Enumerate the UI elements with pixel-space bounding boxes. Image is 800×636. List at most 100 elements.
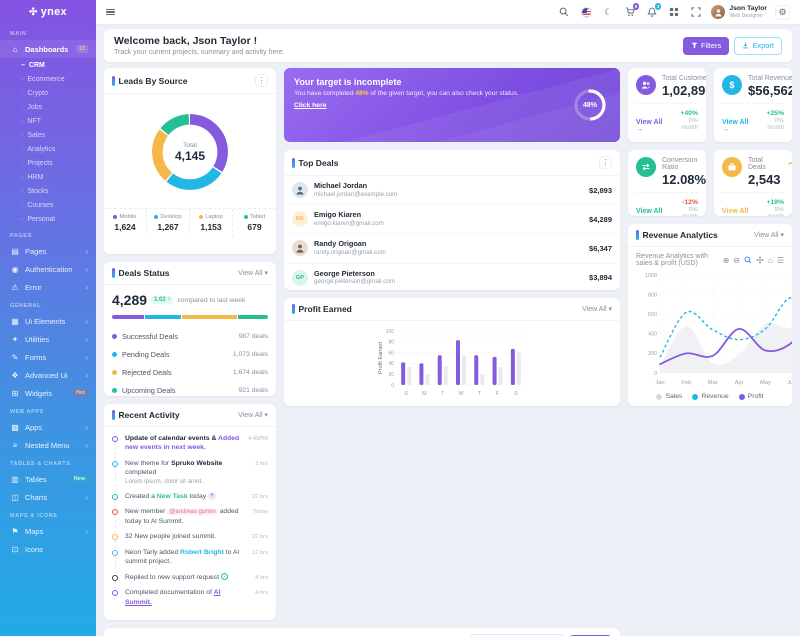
- sidebar-item-utilities[interactable]: ✦ Utilities ›: [0, 330, 96, 348]
- chart-legend: Sales Revenue Profit: [636, 391, 784, 405]
- recent-activity-view-all[interactable]: View All ▾: [238, 412, 268, 419]
- sidebar-item-advanced-ui[interactable]: ❖ Advanced Ui ›: [0, 366, 96, 384]
- stat-view-all-link[interactable]: View All →: [636, 207, 663, 216]
- sidebar-item-widgets[interactable]: ⊞ Widgets Hot: [0, 384, 96, 402]
- revenue-analytics-card: Revenue Analytics View All ▾ Revenue Ana…: [628, 224, 792, 406]
- zoom-select-icon[interactable]: [744, 256, 752, 264]
- avatar: [292, 240, 308, 257]
- deals-status-view-all[interactable]: View All ▾: [238, 270, 268, 277]
- user-name: Json Taylor: [729, 5, 767, 13]
- profit-view-all[interactable]: View All ▾: [582, 306, 612, 313]
- activity-item: 32 New people joined summit. 22 hrs: [112, 532, 268, 549]
- sidebar-item-icons[interactable]: ⊡ Icons: [0, 540, 96, 558]
- zoom-out-icon[interactable]: ⊖: [733, 255, 740, 265]
- deal-name: Emigo Kiaren: [314, 210, 362, 220]
- avatar: [292, 182, 308, 199]
- deal-email: emigo.kiaren@gmail.com: [314, 219, 384, 227]
- dark-mode-moon-icon[interactable]: ☾: [604, 6, 613, 17]
- sidebar-item-charts[interactable]: ◫ Charts ›: [0, 488, 96, 506]
- profit-earned-bar-chart: 0 20 40 60 80 100 Profit Earned S M T W T F S: [378, 329, 525, 397]
- fullscreen-icon[interactable]: [689, 5, 703, 19]
- chart-menu-icon[interactable]: ☰: [776, 255, 784, 265]
- search-icon[interactable]: [557, 5, 571, 19]
- svg-text:200: 200: [648, 351, 657, 357]
- notification-badge: 3: [654, 3, 662, 10]
- sidebar-item-ui-elements[interactable]: ▦ Ui Elements ›: [0, 312, 96, 330]
- pan-icon[interactable]: [756, 256, 764, 264]
- apps-grid-icon[interactable]: [667, 5, 681, 19]
- filters-button[interactable]: Filters: [682, 36, 730, 55]
- leads-donut-chart: Total 4,145: [142, 104, 238, 200]
- hamburger-menu-icon[interactable]: [106, 8, 115, 16]
- sidebar-item-maps[interactable]: ⚑ Maps ›: [0, 522, 96, 540]
- settings-gear-icon[interactable]: ⚙: [775, 4, 790, 20]
- stat-title: Total Revenue: [748, 75, 792, 82]
- sidebar-item-crm[interactable]: – CRM: [21, 61, 45, 69]
- stat-period: this month: [681, 207, 698, 216]
- chevron-right-icon: ›: [85, 352, 88, 362]
- sidebar-item-pages[interactable]: ▤ Pages ›: [0, 242, 96, 260]
- sort-by-button[interactable]: Sort By▾: [569, 634, 612, 636]
- stat-view-all-link[interactable]: View All →: [722, 118, 749, 133]
- sidebar-item-ecommerce[interactable]: · Ecommerce: [21, 75, 65, 83]
- sidebar-item-forms[interactable]: ✎ Forms ›: [0, 348, 96, 366]
- page-body: Welcome back, Json Taylor ! Track your c…: [96, 24, 800, 636]
- activity-timeline: Update of calendar events & Added new ev…: [104, 427, 276, 617]
- sidebar-item-label: Stocks: [27, 187, 49, 195]
- download-icon: [743, 42, 749, 49]
- deals-status-value: 4,289: [112, 292, 148, 308]
- deals-statistics-card: Deals Statistics Sort By▾ Sales RepCateg…: [104, 628, 620, 636]
- deals-status-list: Successful Deals 987 deals Pending Deals 1,…: [112, 327, 268, 396]
- deals-status-badge: 1.02 ↑: [151, 296, 174, 304]
- sidebar-item-hrm[interactable]: · HRM: [21, 173, 44, 181]
- zoom-in-icon[interactable]: ⊕: [722, 255, 730, 265]
- sidebar-item-jobs[interactable]: · Jobs: [21, 103, 43, 111]
- svg-text:Apr: Apr: [735, 380, 744, 386]
- deal-list-item: Michael Jordan michael.jordan@example.com…: [284, 176, 620, 206]
- revenue-view-all[interactable]: View All ▾: [754, 232, 784, 239]
- chevron-right-icon: ›: [85, 316, 88, 326]
- app-logo[interactable]: ✣ ynex: [0, 0, 96, 24]
- chevron-right-icon: ›: [85, 422, 88, 432]
- export-button[interactable]: Export: [734, 36, 782, 55]
- sidebar-item-nft[interactable]: · NFT: [21, 117, 41, 125]
- sidebar-item-apps[interactable]: ▩ Apps ›: [0, 418, 96, 436]
- recent-activity-title: Recent Activity: [112, 410, 180, 420]
- right-column: Leads By Source ⋮ Total 4,145 Mobile 1,62…: [104, 68, 276, 620]
- kebab-menu-icon[interactable]: ⋮: [599, 156, 612, 169]
- status-bar-segment: [145, 315, 181, 319]
- sidebar-item-error[interactable]: ⚠ Error ›: [0, 278, 96, 296]
- sidebar-item-tables[interactable]: ▥ Tables New: [0, 470, 96, 488]
- reset-home-icon[interactable]: ⌂: [767, 255, 773, 265]
- sidebar-item-sales[interactable]: · Sales: [21, 131, 45, 139]
- cart-icon[interactable]: 5: [623, 3, 640, 19]
- stat-title: Total Deals: [748, 157, 766, 171]
- sidebar-item-analytics[interactable]: · Analytics: [21, 145, 56, 153]
- legend-item-sales: Sales: [656, 393, 682, 400]
- kebab-menu-icon[interactable]: ⋮: [255, 74, 268, 87]
- target-click-here-link[interactable]: Click here: [294, 101, 327, 109]
- sidebar-item-personal[interactable]: · Personal: [21, 215, 55, 223]
- language-flag-icon[interactable]: [579, 5, 593, 19]
- notifications-bell-icon[interactable]: 3: [645, 3, 662, 19]
- chevron-right-icon: ›: [85, 492, 88, 502]
- user-profile-menu[interactable]: Json Taylor Web Designer: [711, 5, 767, 19]
- sidebar-item-stocks[interactable]: · Stocks: [21, 187, 49, 195]
- charts-icon: ◫: [11, 492, 19, 502]
- tables-icon: ▥: [11, 474, 19, 484]
- exchange-arrows-icon: [636, 157, 656, 177]
- stat-delta: +40%: [680, 110, 698, 117]
- stat-period: this month: [681, 118, 698, 132]
- sidebar-item-courses[interactable]: · Courses: [21, 201, 54, 209]
- stat-value: 12.08%: [662, 172, 706, 187]
- sidebar-item-dashboards[interactable]: ⌂ Dashboards 12: [0, 40, 96, 58]
- svg-text:100: 100: [386, 329, 395, 335]
- users-icon: [636, 75, 656, 95]
- sidebar-item-authentication[interactable]: ◉ Authentication ›: [0, 260, 96, 278]
- sidebar-item-crypto[interactable]: · Crypto: [21, 89, 48, 97]
- stat-view-all-link[interactable]: View All →: [722, 207, 749, 216]
- sidebar-item-label: Apps: [25, 422, 43, 432]
- stat-view-all-link[interactable]: View All →: [636, 118, 663, 133]
- sidebar-item-nested-menu[interactable]: ≡ Nested Menu ›: [0, 436, 96, 454]
- sidebar-item-projects[interactable]: · Projects: [21, 159, 53, 167]
